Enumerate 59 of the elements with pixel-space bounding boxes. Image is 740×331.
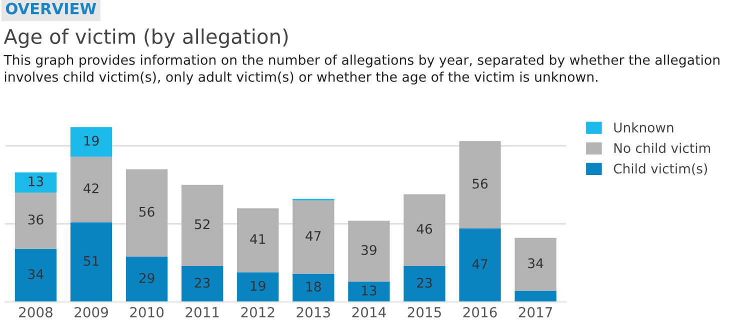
data-label: 47 xyxy=(472,259,488,269)
data-label: 56 xyxy=(472,178,488,189)
x-tick-label: 2008 xyxy=(19,306,52,318)
x-tick-label: 2014 xyxy=(352,306,386,318)
bar xyxy=(126,256,168,302)
data-label: 18 xyxy=(306,282,321,292)
bar xyxy=(70,127,112,157)
bar xyxy=(459,141,501,229)
bar xyxy=(348,220,390,282)
x-tick-label: 2012 xyxy=(241,306,274,318)
legend-label: Child victim(s) xyxy=(614,163,708,176)
data-label: 42 xyxy=(84,183,98,194)
data-label: 47 xyxy=(306,231,321,241)
bar xyxy=(70,156,112,222)
data-label: 13 xyxy=(362,286,376,296)
chart-title: Age of victim (by allegation) xyxy=(4,28,288,48)
bar xyxy=(237,208,279,272)
bar xyxy=(237,272,279,302)
x-tick-label: 2017 xyxy=(518,306,552,318)
bar xyxy=(348,282,390,302)
data-label: 56 xyxy=(139,206,154,217)
bar xyxy=(182,266,224,302)
data-label: 19 xyxy=(250,280,266,291)
bar xyxy=(14,172,57,193)
x-tick-label: 2016 xyxy=(463,306,497,318)
bar xyxy=(292,200,334,274)
bar xyxy=(292,274,334,302)
data-label: 41 xyxy=(250,234,266,244)
x-tick-label: 2013 xyxy=(296,306,330,318)
data-label: 29 xyxy=(139,273,154,284)
bar xyxy=(126,169,168,257)
data-label: 36 xyxy=(28,214,44,225)
bar xyxy=(14,192,57,249)
bar xyxy=(404,266,446,302)
legend-label: No child victim xyxy=(614,142,710,154)
bar xyxy=(14,248,57,302)
data-label: 46 xyxy=(416,224,432,234)
data-label: 52 xyxy=(194,219,210,230)
x-tick-label: 2015 xyxy=(408,306,441,318)
data-label: 13 xyxy=(28,176,44,186)
data-label: 39 xyxy=(362,245,376,255)
data-label: 51 xyxy=(84,256,98,266)
legend-label: Unknown xyxy=(614,122,674,133)
data-label: 34 xyxy=(528,258,544,268)
x-tick-label: 2010 xyxy=(130,306,164,318)
data-label: 23 xyxy=(417,278,432,288)
bar xyxy=(459,228,501,302)
data-label: 34 xyxy=(28,269,44,280)
bar xyxy=(514,238,556,291)
bar xyxy=(514,290,556,302)
bar xyxy=(182,184,224,266)
bar xyxy=(70,222,112,302)
x-tick-label: 2009 xyxy=(74,306,108,318)
data-label: 19 xyxy=(84,136,99,146)
data-label: 23 xyxy=(194,278,210,288)
chart-subtitle: This graph provides information on the number of allegations by year, separated by whether the allegation involves child victim(s), only adult victim(s) or whether the age of the victim is unknown. xyxy=(4,54,720,84)
bar xyxy=(404,194,446,266)
text: OVERVIEW xyxy=(6,2,96,14)
x-tick-label: 2011 xyxy=(186,306,219,318)
